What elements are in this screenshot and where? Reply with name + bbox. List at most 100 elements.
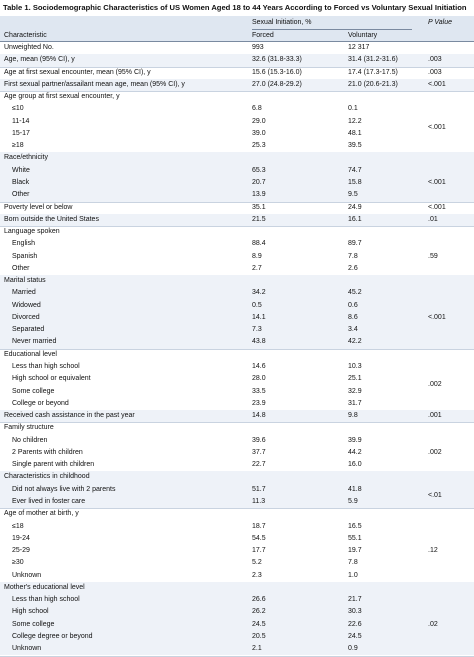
voluntary-value: 7.8 — [348, 559, 358, 567]
sub-row-label: Spanish — [12, 252, 38, 260]
sub-row-label: College degree or beyond — [12, 632, 93, 640]
voluntary-value: 74.7 — [348, 166, 362, 174]
forced-value: 13.9 — [252, 191, 266, 199]
row-shade — [0, 54, 474, 67]
sub-row-label: High school or equivalent — [12, 375, 91, 383]
forced-value: 23.9 — [252, 399, 266, 407]
forced-value: 17.7 — [252, 547, 266, 555]
header-rule — [252, 29, 412, 30]
forced-value: 43.8 — [252, 338, 266, 346]
voluntary-value: 2.6 — [348, 264, 358, 272]
p-value: <.001 — [428, 203, 446, 211]
forced-value: 6.8 — [252, 105, 262, 113]
row-label: Mother's educational level — [4, 583, 85, 591]
p-value: .02 — [428, 620, 438, 628]
sub-row-label: Married — [12, 289, 36, 297]
sub-row-label: Never married — [12, 338, 57, 346]
forced-value: 88.4 — [252, 240, 266, 248]
forced-value: 11.3 — [252, 497, 266, 505]
row-label: Characteristics in childhood — [4, 473, 90, 481]
forced-value: 25.3 — [252, 142, 266, 150]
voluntary-value: 45.2 — [348, 289, 362, 297]
voluntary-value: 39.9 — [348, 436, 362, 444]
forced-value: 26.2 — [252, 608, 266, 616]
forced-value: 24.5 — [252, 620, 266, 628]
sub-row-label: 2 Parents with children — [12, 448, 83, 456]
row-label: Unweighted No. — [4, 44, 54, 51]
sub-row-label: Other — [12, 264, 30, 272]
sub-row-label: ≤18 — [12, 522, 24, 530]
table-title: Table 1. Sociodemographic Characteristic… — [3, 3, 467, 12]
voluntary-value: 10.3 — [348, 363, 362, 371]
sub-row-label: Unknown — [12, 571, 42, 579]
sub-row-label: English — [12, 240, 35, 248]
forced-value: 14.1 — [252, 313, 266, 321]
forced-value: 26.6 — [252, 596, 266, 604]
sub-row-label: ≥18 — [12, 142, 24, 150]
forced-value: 29.0 — [252, 117, 266, 125]
row-label: First sexual partner/assailant mean age,… — [4, 80, 185, 88]
voluntary-value: 9.5 — [348, 191, 358, 199]
p-value: .59 — [428, 252, 438, 260]
header-group: Sexual Initiation, % — [252, 19, 312, 26]
sub-row-label: High school — [12, 608, 49, 616]
p-value: <.001 — [428, 178, 446, 186]
forced-value: 14.8 — [252, 412, 266, 420]
voluntary-value: 25.1 — [348, 375, 362, 383]
voluntary-value: 0.9 — [348, 645, 358, 653]
row-label: Born outside the United States — [4, 215, 99, 223]
voluntary-value: 15.8 — [348, 178, 362, 186]
row-label: Age group at first sexual encounter, y — [4, 93, 120, 101]
forced-value: 15.6 (15.3-16.0) — [252, 68, 302, 76]
voluntary-value: 21.7 — [348, 596, 362, 604]
row-shade — [0, 471, 474, 509]
sub-row-label: Some college — [12, 620, 55, 628]
row-rule — [0, 655, 474, 657]
p-value: <.001 — [428, 313, 446, 321]
voluntary-value: 16.1 — [348, 215, 362, 223]
forced-value: 51.7 — [252, 485, 266, 493]
sub-row-label: Unknown — [12, 645, 42, 653]
voluntary-value: 24.9 — [348, 203, 362, 211]
voluntary-value: 16.0 — [348, 461, 362, 469]
forced-value: 8.9 — [252, 252, 262, 260]
voluntary-value: 39.5 — [348, 142, 362, 150]
row-shade — [0, 275, 474, 349]
voluntary-value: 32.9 — [348, 387, 362, 395]
forced-value: 7.3 — [252, 326, 262, 334]
forced-value: 39.0 — [252, 129, 266, 137]
forced-value: 18.7 — [252, 522, 266, 530]
voluntary-value: 12.2 — [348, 117, 362, 125]
forced-value: 14.6 — [252, 363, 266, 371]
voluntary-value: 48.1 — [348, 129, 362, 137]
sub-row-label: Some college — [12, 387, 55, 395]
forced-value: 21.5 — [252, 215, 266, 223]
forced-value: 33.5 — [252, 387, 266, 395]
voluntary-value: 9.8 — [348, 412, 358, 420]
row-label: Family structure — [4, 424, 54, 432]
forced-value: 20.5 — [252, 632, 266, 640]
p-value: .003 — [428, 56, 442, 64]
forced-value: 32.6 (31.8-33.3) — [252, 56, 302, 64]
p-value: .001 — [428, 412, 442, 420]
sub-row-label: Black — [12, 178, 30, 186]
forced-value: 2.7 — [252, 264, 262, 272]
sub-row-label: 11-14 — [12, 117, 30, 125]
forced-value: 2.3 — [252, 571, 262, 579]
forced-value: 35.1 — [252, 203, 266, 211]
row-label: Educational level — [4, 350, 57, 358]
voluntary-value: 0.1 — [348, 105, 358, 113]
forced-value: 34.2 — [252, 289, 266, 297]
forced-value: 27.0 (24.8-29.2) — [252, 80, 302, 88]
sub-row-label: Other — [12, 191, 30, 199]
row-rule — [0, 201, 474, 203]
voluntary-value: 41.8 — [348, 485, 362, 493]
sub-row-label: ≥30 — [12, 559, 24, 567]
forced-value: 5.2 — [252, 559, 262, 567]
voluntary-value: 24.5 — [348, 632, 362, 640]
voluntary-value: 22.6 — [348, 620, 362, 628]
forced-value: 2.1 — [252, 645, 262, 653]
voluntary-value: 21.0 (20.6-21.3) — [348, 80, 398, 88]
voluntary-value: 3.4 — [348, 326, 358, 334]
